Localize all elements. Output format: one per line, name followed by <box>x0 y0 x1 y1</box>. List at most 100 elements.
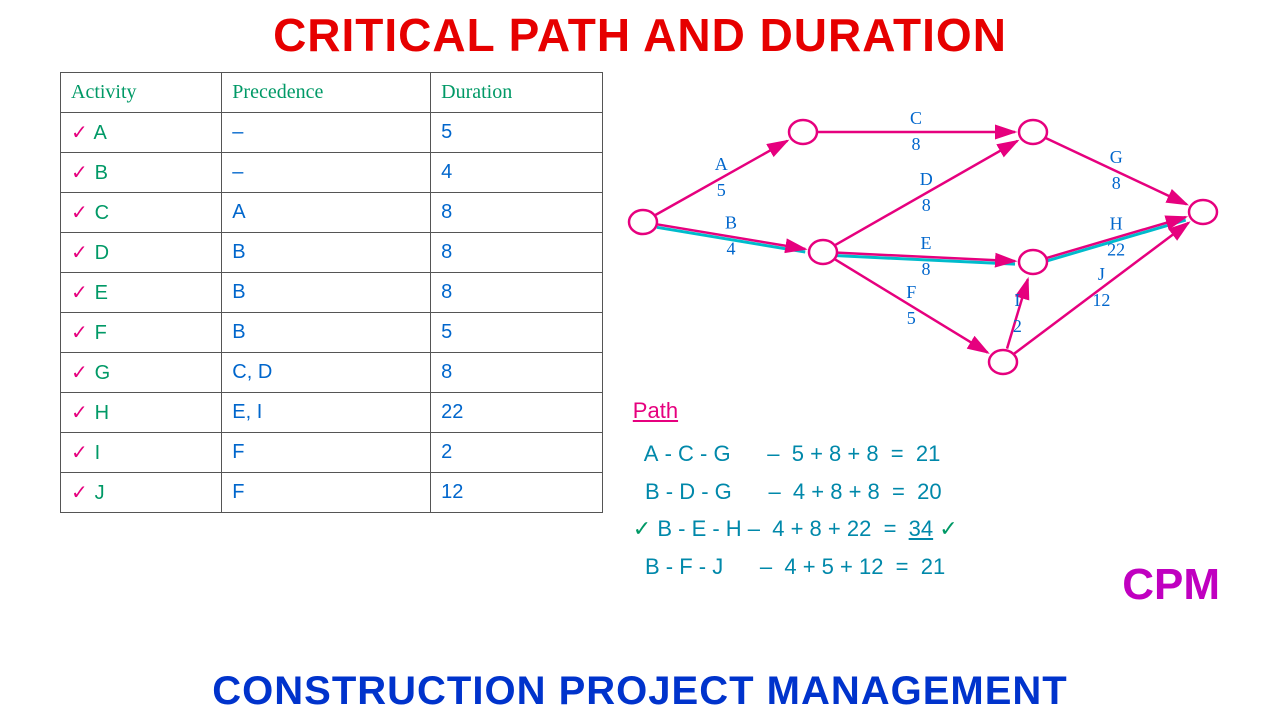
diagram-node <box>789 120 817 144</box>
cpm-label: CPM <box>1122 560 1220 610</box>
table-row: ✓ GC, D8 <box>61 353 603 393</box>
edge-duration: 4 <box>726 239 735 259</box>
edge-label: E <box>920 233 931 253</box>
edge-label: H <box>1109 214 1122 234</box>
edge-label: I <box>1014 290 1020 310</box>
activity-cell: ✓ G <box>61 353 222 393</box>
diagram-node <box>1019 120 1047 144</box>
tick-icon: ✓ <box>71 280 89 305</box>
tick-icon: ✓ <box>71 400 89 425</box>
path-row: B - F - J – 4 + 5 + 12 = 21 <box>633 548 958 585</box>
edge-duration: 8 <box>922 195 931 215</box>
col-precedence: Precedence <box>222 73 431 113</box>
duration-cell: 4 <box>431 153 603 193</box>
duration-cell: 8 <box>431 273 603 313</box>
tick-icon: ✓ <box>71 480 89 505</box>
precedence-cell: F <box>222 433 431 473</box>
edge-label: A <box>715 154 728 174</box>
paths-section: Path A - C - G – 5 + 8 + 8 = 21 B - D - … <box>633 392 958 585</box>
duration-cell: 8 <box>431 193 603 233</box>
tick-icon: ✓ <box>71 200 89 225</box>
tick-icon: ✓ <box>71 320 89 345</box>
table-row: ✓ HE, I22 <box>61 393 603 433</box>
edge-label: G <box>1109 147 1122 167</box>
path-row: A - C - G – 5 + 8 + 8 = 21 <box>633 435 958 472</box>
precedence-cell: B <box>222 313 431 353</box>
edge-label: F <box>906 282 916 302</box>
edge-duration: 2 <box>1013 316 1022 336</box>
activity-table: Activity Precedence Duration ✓ A–5✓ B–4✓… <box>60 72 603 513</box>
edge-D <box>835 141 1017 245</box>
left-panel: Activity Precedence Duration ✓ A–5✓ B–4✓… <box>60 72 603 622</box>
table-header-row: Activity Precedence Duration <box>61 73 603 113</box>
duration-cell: 12 <box>431 473 603 513</box>
table-row: ✓ DB8 <box>61 233 603 273</box>
activity-cell: ✓ C <box>61 193 222 233</box>
tick-icon: ✓ <box>71 120 89 145</box>
paths-heading: Path <box>633 392 958 429</box>
table-row: ✓ A–5 <box>61 113 603 153</box>
tick-icon: ✓ <box>71 360 89 385</box>
edge-duration: 8 <box>921 259 930 279</box>
table-row: ✓ B–4 <box>61 153 603 193</box>
duration-cell: 22 <box>431 393 603 433</box>
activity-cell: ✓ F <box>61 313 222 353</box>
edge-duration: 8 <box>1111 173 1120 193</box>
precedence-cell: – <box>222 153 431 193</box>
precedence-cell: E, I <box>222 393 431 433</box>
duration-cell: 5 <box>431 313 603 353</box>
table-row: ✓ CA8 <box>61 193 603 233</box>
precedence-cell: B <box>222 233 431 273</box>
precedence-cell: – <box>222 113 431 153</box>
precedence-cell: A <box>222 193 431 233</box>
diagram-node <box>1019 250 1047 274</box>
edge-duration: 8 <box>911 134 920 154</box>
check-icon: ✓ <box>633 516 658 541</box>
activity-cell: ✓ E <box>61 273 222 313</box>
table-row: ✓ JF12 <box>61 473 603 513</box>
edge-duration: 12 <box>1092 290 1110 310</box>
edge-label: B <box>725 213 737 233</box>
precedence-cell: F <box>222 473 431 513</box>
edge-label: D <box>920 169 933 189</box>
edge-F <box>835 259 988 352</box>
edge-duration: 5 <box>717 180 726 200</box>
tick-icon: ✓ <box>71 160 89 185</box>
page-title-top: CRITICAL PATH AND DURATION <box>0 0 1280 62</box>
table-row: ✓ FB5 <box>61 313 603 353</box>
network-svg: A5B4C8D8E8F5G8H22I2J12 <box>603 72 1243 382</box>
duration-cell: 8 <box>431 353 603 393</box>
edge-label: J <box>1098 264 1105 284</box>
precedence-cell: B <box>222 273 431 313</box>
activity-cell: ✓ B <box>61 153 222 193</box>
right-panel: A5B4C8D8E8F5G8H22I2J12 Path A - C - G – … <box>603 72 1240 622</box>
table-row: ✓ EB8 <box>61 273 603 313</box>
diagram-node <box>989 350 1017 374</box>
activity-cell: ✓ H <box>61 393 222 433</box>
path-row: ✓ B - E - H – 4 + 8 + 22 = 34 ✓ <box>633 510 958 547</box>
duration-cell: 5 <box>431 113 603 153</box>
precedence-cell: C, D <box>222 353 431 393</box>
tick-icon: ✓ <box>71 240 89 265</box>
col-activity: Activity <box>61 73 222 113</box>
table-row: ✓ IF2 <box>61 433 603 473</box>
page-title-bottom: CONSTRUCTION PROJECT MANAGEMENT <box>0 669 1280 714</box>
tick-icon: ✓ <box>71 440 89 465</box>
duration-cell: 2 <box>431 433 603 473</box>
activity-cell: ✓ A <box>61 113 222 153</box>
diagram-node <box>629 210 657 234</box>
network-diagram: A5B4C8D8E8F5G8H22I2J12 <box>603 72 1240 372</box>
content-area: Activity Precedence Duration ✓ A–5✓ B–4✓… <box>0 62 1280 622</box>
edge-duration: 5 <box>907 308 916 328</box>
activity-cell: ✓ I <box>61 433 222 473</box>
edge-A <box>655 141 787 215</box>
path-row: B - D - G – 4 + 8 + 8 = 20 <box>633 473 958 510</box>
diagram-node <box>809 240 837 264</box>
duration-cell: 8 <box>431 233 603 273</box>
col-duration: Duration <box>431 73 603 113</box>
activity-cell: ✓ D <box>61 233 222 273</box>
activity-cell: ✓ J <box>61 473 222 513</box>
edge-duration: 22 <box>1107 240 1125 260</box>
edge-label: C <box>910 108 922 128</box>
diagram-node <box>1189 200 1217 224</box>
